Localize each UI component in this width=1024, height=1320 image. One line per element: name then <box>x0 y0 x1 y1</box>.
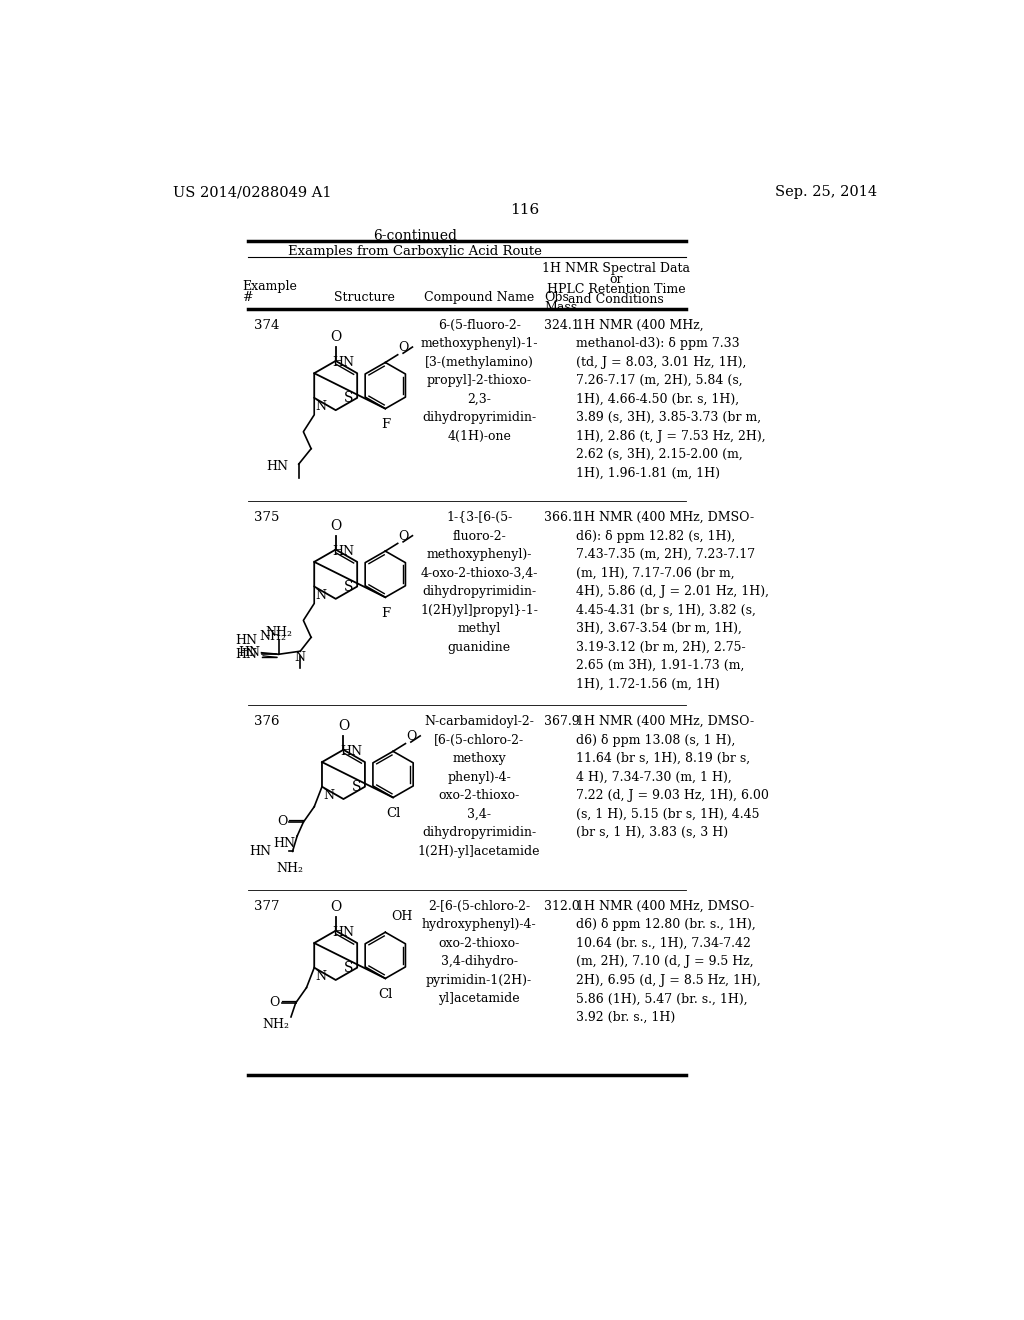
Text: 367.9: 367.9 <box>544 715 580 729</box>
Text: N-carbamidoyl-2-
[6-(5-chloro-2-
methoxy
phenyl)-4-
oxo-2-thioxo-
3,4-
dihydropy: N-carbamidoyl-2- [6-(5-chloro-2- methoxy… <box>418 715 541 858</box>
Text: F: F <box>381 607 390 619</box>
Text: NH₂: NH₂ <box>275 862 303 875</box>
Text: HN: HN <box>332 927 354 940</box>
Text: HN: HN <box>273 837 296 850</box>
Text: Obs: Obs <box>544 290 569 304</box>
Text: OH: OH <box>391 909 413 923</box>
Text: HN: HN <box>340 746 361 758</box>
Text: N: N <box>324 789 335 803</box>
Text: N: N <box>315 400 327 413</box>
Text: 375: 375 <box>254 511 280 524</box>
Text: 1H NMR (400 MHz, DMSO-
d6): δ ppm 12.82 (s, 1H),
7.43-7.35 (m, 2H), 7.23-7.17
(m: 1H NMR (400 MHz, DMSO- d6): δ ppm 12.82 … <box>575 511 769 690</box>
Text: NH₂: NH₂ <box>259 631 286 644</box>
Text: N: N <box>295 651 306 664</box>
Text: S: S <box>344 961 353 974</box>
Text: HN: HN <box>266 459 288 473</box>
Text: O: O <box>407 730 417 743</box>
Text: 116: 116 <box>510 203 540 216</box>
Text: O: O <box>330 330 341 345</box>
Text: O: O <box>338 719 349 733</box>
Text: 6-continued: 6-continued <box>373 230 457 243</box>
Text: HN: HN <box>332 356 354 370</box>
Text: F: F <box>381 418 390 430</box>
Text: 374: 374 <box>254 318 280 331</box>
Text: Compound Name: Compound Name <box>424 290 535 304</box>
Text: or: or <box>609 273 623 286</box>
Text: Cl: Cl <box>378 987 392 1001</box>
Text: O: O <box>330 519 341 533</box>
Text: 1-{3-[6-(5-
fluoro-2-
methoxyphenyl)-
4-oxo-2-thioxo-3,4-
dihydropyrimidin-
1(2H: 1-{3-[6-(5- fluoro-2- methoxyphenyl)- 4-… <box>420 511 538 653</box>
Text: 376: 376 <box>254 715 280 729</box>
Text: 6-(5-fluoro-2-
methoxyphenyl)-1-
[3-(methylamino)
propyl]-2-thioxo-
2,3-
dihydro: 6-(5-fluoro-2- methoxyphenyl)-1- [3-(met… <box>420 318 538 442</box>
Text: 1H NMR (400 MHz, DMSO-
d6) δ ppm 13.08 (s, 1 H),
11.64 (br s, 1H), 8.19 (br s,
4: 1H NMR (400 MHz, DMSO- d6) δ ppm 13.08 (… <box>575 715 769 840</box>
Text: HN: HN <box>249 845 270 858</box>
Text: 366.1: 366.1 <box>544 511 580 524</box>
Text: HN: HN <box>234 634 257 647</box>
Text: O: O <box>269 995 281 1008</box>
Text: S: S <box>351 780 361 793</box>
Text: NH₂: NH₂ <box>262 1019 290 1031</box>
Text: HN: HN <box>238 647 260 659</box>
Text: O: O <box>398 529 409 543</box>
Text: Cl: Cl <box>386 807 400 820</box>
Text: HPLC Retention Time: HPLC Retention Time <box>547 284 685 296</box>
Text: N: N <box>315 970 327 983</box>
Text: O: O <box>398 341 409 354</box>
Text: US 2014/0288049 A1: US 2014/0288049 A1 <box>173 185 332 199</box>
Text: NH₂: NH₂ <box>265 626 292 639</box>
Text: 1H NMR Spectral Data: 1H NMR Spectral Data <box>543 263 690 276</box>
Text: O: O <box>330 900 341 913</box>
Text: 324.1: 324.1 <box>544 318 580 331</box>
Text: 312.0: 312.0 <box>544 900 580 913</box>
Text: and Conditions: and Conditions <box>568 293 665 306</box>
Text: HN: HN <box>332 545 354 558</box>
Text: Sep. 25, 2014: Sep. 25, 2014 <box>774 185 877 199</box>
Text: Mass: Mass <box>544 301 578 314</box>
Text: Examples from Carboxylic Acid Route: Examples from Carboxylic Acid Route <box>288 246 542 259</box>
Text: #: # <box>242 290 253 304</box>
Text: 377: 377 <box>254 900 280 913</box>
Text: 1H NMR (400 MHz,
methanol-d3): δ ppm 7.33
(td, J = 8.03, 3.01 Hz, 1H),
7.26-7.17: 1H NMR (400 MHz, methanol-d3): δ ppm 7.3… <box>575 318 766 479</box>
Text: S: S <box>344 579 353 594</box>
Text: Structure: Structure <box>334 290 395 304</box>
Text: 1H NMR (400 MHz, DMSO-
d6) δ ppm 12.80 (br. s., 1H),
10.64 (br. s., 1H), 7.34-7.: 1H NMR (400 MHz, DMSO- d6) δ ppm 12.80 (… <box>575 900 761 1024</box>
Text: S: S <box>344 391 353 405</box>
Text: 2-[6-(5-chloro-2-
hydroxyphenyl)-4-
oxo-2-thioxo-
3,4-dihydro-
pyrimidin-1(2H)-
: 2-[6-(5-chloro-2- hydroxyphenyl)-4- oxo-… <box>422 900 537 1006</box>
Text: Example: Example <box>242 280 297 293</box>
Text: N: N <box>315 589 327 602</box>
Text: O: O <box>278 814 288 828</box>
Text: HN: HN <box>234 648 257 661</box>
